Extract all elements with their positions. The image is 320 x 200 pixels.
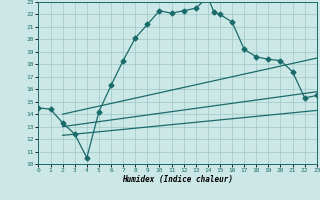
X-axis label: Humidex (Indice chaleur): Humidex (Indice chaleur) bbox=[122, 175, 233, 184]
